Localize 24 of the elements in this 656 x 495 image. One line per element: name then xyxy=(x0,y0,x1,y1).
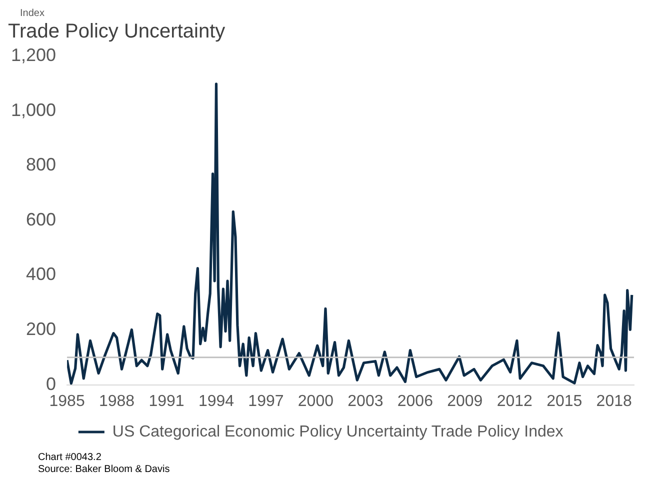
x-tick-label: 2006 xyxy=(397,392,434,410)
x-tick-label: 2018 xyxy=(596,392,632,410)
x-tick-label: 2015 xyxy=(546,392,582,410)
y-tick-label: 600 xyxy=(26,209,56,230)
y-tick-label: 400 xyxy=(26,264,56,284)
x-tick-label: 2003 xyxy=(348,392,384,410)
y-tick-label: 1,200 xyxy=(10,44,56,65)
y-axis-title: Index xyxy=(19,8,46,20)
chart-title: Trade Policy Uncertainty xyxy=(8,20,226,43)
y-tick-label: 200 xyxy=(26,318,56,339)
y-tick-label: 1,000 xyxy=(10,100,56,120)
source-note: Source: Baker Bloom & Davis xyxy=(38,464,171,476)
x-tick-label: 1988 xyxy=(98,392,135,410)
legend-label: US Categorical Economic Policy Uncertainty Trade Policy Index xyxy=(112,423,564,440)
text: Chart #0043.2 xyxy=(38,452,102,464)
x-tick-label: 1994 xyxy=(198,392,234,410)
y-tick-label: 800 xyxy=(26,154,56,175)
x-tick-label: 2012 xyxy=(496,392,533,410)
x-tick-label: 1991 xyxy=(148,392,184,410)
x-tick-label: 2000 xyxy=(298,392,334,410)
x-tick-label: 1985 xyxy=(49,392,85,410)
x-tick-label: 1997 xyxy=(248,392,284,410)
x-tick-label: 2009 xyxy=(447,392,483,410)
y-tick-label: 0 xyxy=(46,374,56,394)
